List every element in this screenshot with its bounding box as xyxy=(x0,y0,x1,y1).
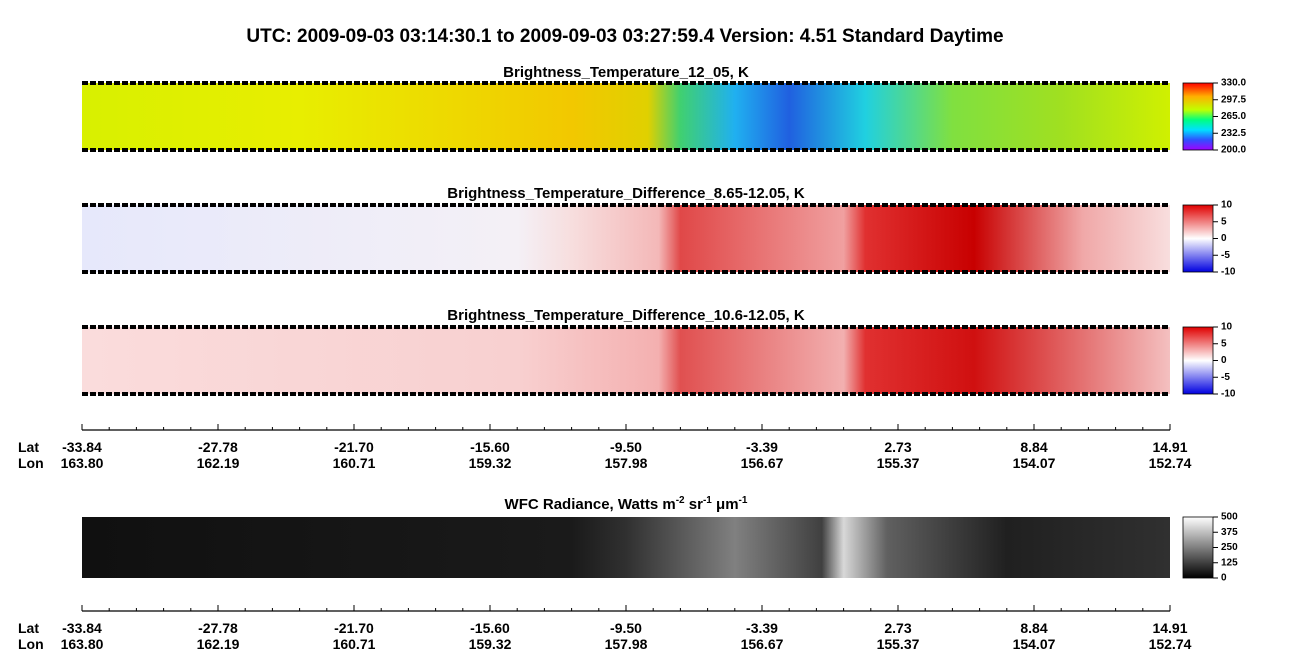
lat-value: 14.91 xyxy=(1152,620,1187,636)
lat-value: -33.84 xyxy=(62,439,102,455)
lat-value: 2.73 xyxy=(884,439,911,455)
lon-value: 152.74 xyxy=(1149,455,1192,471)
colorbar-label: 232.5 xyxy=(1221,128,1246,139)
image-strip xyxy=(82,83,1170,150)
lat-value: -9.50 xyxy=(610,439,642,455)
colorbar xyxy=(1182,326,1214,395)
colorbar-label: 5 xyxy=(1221,338,1227,349)
panel-title: WFC Radiance, Watts m-2 sr-1 μm-1 xyxy=(505,495,748,513)
lon-value: 159.32 xyxy=(469,455,512,471)
colorbar-label: 265.0 xyxy=(1221,111,1246,122)
colorbar-label: -10 xyxy=(1221,389,1236,400)
lat-value: -15.60 xyxy=(470,439,510,455)
lon-value: 154.07 xyxy=(1013,636,1056,652)
colorbar-label: 375 xyxy=(1221,527,1238,538)
colorbar-label: 10 xyxy=(1221,322,1233,333)
colorbar-label: 297.5 xyxy=(1221,94,1246,105)
lat-value: 14.91 xyxy=(1152,439,1187,455)
image-strip xyxy=(82,205,1170,272)
lat-value: -9.50 xyxy=(610,620,642,636)
colorbar-label: -5 xyxy=(1221,250,1230,261)
lat-value: -33.84 xyxy=(62,620,102,636)
lon-value: 157.98 xyxy=(605,455,648,471)
lon-label: Lon xyxy=(18,636,44,652)
colorbar-label: 330.0 xyxy=(1221,78,1246,89)
lat-value: -21.70 xyxy=(334,439,374,455)
lon-value: 162.19 xyxy=(197,636,240,652)
colorbar-label: 250 xyxy=(1221,542,1238,553)
colorbar-label: 0 xyxy=(1221,355,1227,366)
lon-value: 159.32 xyxy=(469,636,512,652)
lon-value: 154.07 xyxy=(1013,455,1056,471)
colorbar-label: 5 xyxy=(1221,216,1227,227)
lat-value: -27.78 xyxy=(198,620,238,636)
lat-value: -3.39 xyxy=(746,439,778,455)
lat-value: -27.78 xyxy=(198,439,238,455)
lat-value: 8.84 xyxy=(1020,620,1047,636)
image-strip xyxy=(82,327,1170,394)
lat-value: -15.60 xyxy=(470,620,510,636)
title-part: -1 xyxy=(703,495,712,506)
lat-value: -21.70 xyxy=(334,620,374,636)
colorbar xyxy=(1182,82,1214,151)
colorbar xyxy=(1182,204,1214,273)
lon-label: Lon xyxy=(18,455,44,471)
lon-value: 163.80 xyxy=(61,455,104,471)
panel-title: Brightness_Temperature_12_05, K xyxy=(503,64,749,81)
title-part: sr xyxy=(685,496,704,513)
lon-value: 152.74 xyxy=(1149,636,1192,652)
lon-value: 157.98 xyxy=(605,636,648,652)
lon-value: 156.67 xyxy=(741,636,784,652)
lon-value: 156.67 xyxy=(741,455,784,471)
colorbar-label: 500 xyxy=(1221,512,1238,523)
colorbar-label: 200.0 xyxy=(1221,145,1246,156)
page-title: UTC: 2009-09-03 03:14:30.1 to 2009-09-03… xyxy=(246,26,1003,47)
colorbar-label: -5 xyxy=(1221,372,1230,383)
title-part: -2 xyxy=(676,495,685,506)
title-part: μm xyxy=(712,496,739,513)
image-strip xyxy=(82,517,1170,578)
lat-label: Lat xyxy=(18,620,39,636)
panel-title: Brightness_Temperature_Difference_10.6-1… xyxy=(447,307,805,324)
lat-value: 8.84 xyxy=(1020,439,1047,455)
lon-value: 162.19 xyxy=(197,455,240,471)
colorbar-label: 0 xyxy=(1221,233,1227,244)
lon-value: 160.71 xyxy=(333,455,376,471)
colorbar-label: 10 xyxy=(1221,200,1233,211)
lon-value: 155.37 xyxy=(877,455,920,471)
panel-title: Brightness_Temperature_Difference_8.65-1… xyxy=(447,185,805,202)
colorbar-label: 0 xyxy=(1221,573,1227,584)
colorbar-label: 125 xyxy=(1221,557,1238,568)
lon-value: 155.37 xyxy=(877,636,920,652)
colorbar-label: -10 xyxy=(1221,267,1236,278)
colorbar xyxy=(1182,516,1214,579)
lon-value: 163.80 xyxy=(61,636,104,652)
title-part: WFC Radiance, Watts m xyxy=(505,496,676,513)
title-part: -1 xyxy=(739,495,748,506)
lat-value: -3.39 xyxy=(746,620,778,636)
lat-value: 2.73 xyxy=(884,620,911,636)
lon-value: 160.71 xyxy=(333,636,376,652)
lat-label: Lat xyxy=(18,439,39,455)
